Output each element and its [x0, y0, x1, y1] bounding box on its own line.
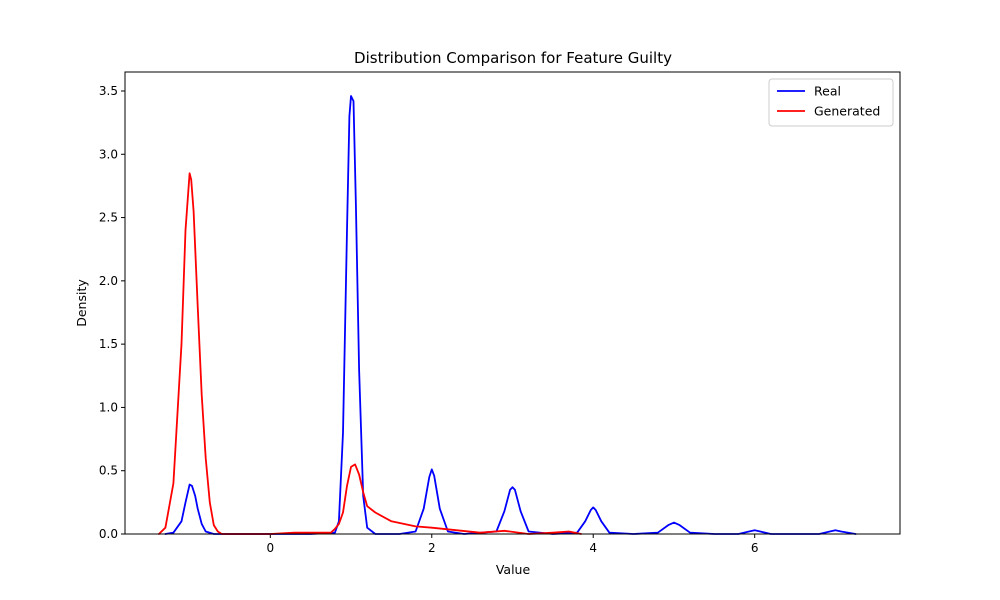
series-layer — [157, 95, 857, 535]
y-tick-label: 3.0 — [99, 147, 118, 161]
y-tick-label: 2.5 — [99, 211, 118, 225]
x-tick-label: 2 — [428, 541, 436, 555]
x-axis-label: Value — [496, 562, 531, 577]
y-tick-label: 0.5 — [99, 464, 118, 478]
y-tick-label: 1.5 — [99, 337, 118, 351]
x-tick-label: 4 — [589, 541, 597, 555]
legend-label-generated: Generated — [814, 104, 880, 119]
x-tick-label: 0 — [266, 541, 274, 555]
y-tick-label: 1.0 — [99, 400, 118, 414]
x-axis: 0 2 4 6 — [266, 534, 759, 555]
chart-title: Distribution Comparison for Feature Guil… — [354, 49, 672, 67]
legend-label-real: Real — [814, 84, 841, 99]
y-axis: 0.0 0.5 1.0 1.5 2.0 2.5 3.0 3.5 — [99, 84, 125, 541]
y-tick-label: 2.0 — [99, 274, 118, 288]
series-line-real — [164, 95, 857, 535]
y-tick-label: 0.0 — [99, 527, 118, 541]
y-axis-label: Density — [74, 279, 89, 327]
legend: Real Generated — [768, 78, 894, 127]
y-tick-label: 3.5 — [99, 84, 118, 98]
series-line-generated — [157, 172, 582, 535]
x-tick-label: 6 — [751, 541, 759, 555]
plot-frame — [124, 71, 901, 535]
